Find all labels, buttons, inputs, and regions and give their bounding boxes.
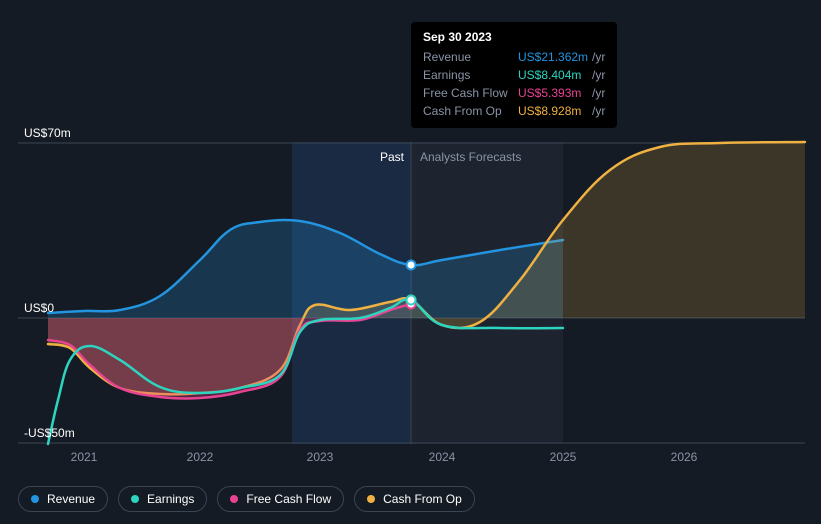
legend-item-revenue[interactable]: Revenue	[18, 486, 108, 512]
tooltip-metric-value: US$21.362m	[518, 48, 588, 66]
legend-swatch	[31, 495, 39, 503]
tooltip-row: Cash From OpUS$8.928m/yr	[423, 102, 605, 120]
tooltip-metric-label: Free Cash Flow	[423, 84, 518, 102]
tooltip-metric-unit: /yr	[592, 102, 605, 120]
legend-item-cash_from_op[interactable]: Cash From Op	[354, 486, 475, 512]
tooltip-metric-label: Cash From Op	[423, 102, 518, 120]
legend-swatch	[367, 495, 375, 503]
x-axis-tick-label: 2021	[71, 450, 98, 464]
y-axis-tick-label: US$0	[24, 301, 54, 315]
x-axis-tick-label: 2022	[187, 450, 214, 464]
tooltip-metric-label: Earnings	[423, 66, 518, 84]
past-section-label: Past	[380, 150, 404, 164]
x-axis-tick-label: 2024	[429, 450, 456, 464]
tooltip-row: Free Cash FlowUS$5.393m/yr	[423, 84, 605, 102]
tooltip-metric-unit: /yr	[592, 48, 605, 66]
y-axis-tick-label: US$70m	[24, 126, 71, 140]
tooltip-metric-value: US$5.393m	[518, 84, 588, 102]
x-axis-tick-label: 2023	[307, 450, 334, 464]
tooltip-metric-label: Revenue	[423, 48, 518, 66]
legend-label: Free Cash Flow	[246, 492, 331, 506]
forecast-section-label: Analysts Forecasts	[420, 150, 521, 164]
y-axis-tick-label: -US$50m	[24, 426, 75, 440]
tooltip-metric-value: US$8.928m	[518, 102, 588, 120]
chart-tooltip: Sep 30 2023 RevenueUS$21.362m/yrEarnings…	[411, 22, 617, 128]
legend-swatch	[230, 495, 238, 503]
legend-label: Earnings	[147, 492, 194, 506]
legend-item-free_cash_flow[interactable]: Free Cash Flow	[217, 486, 344, 512]
tooltip-metric-unit: /yr	[592, 66, 605, 84]
legend-label: Cash From Op	[383, 492, 462, 506]
chart-legend: Revenue Earnings Free Cash Flow Cash From O…	[18, 486, 475, 512]
tooltip-row: RevenueUS$21.362m/yr	[423, 48, 605, 66]
legend-item-earnings[interactable]: Earnings	[118, 486, 207, 512]
x-axis-tick-label: 2025	[550, 450, 577, 464]
x-axis-tick-label: 2026	[671, 450, 698, 464]
legend-label: Revenue	[47, 492, 95, 506]
tooltip-metric-value: US$8.404m	[518, 66, 588, 84]
tooltip-metric-unit: /yr	[592, 84, 605, 102]
tooltip-date: Sep 30 2023	[423, 30, 605, 44]
legend-swatch	[131, 495, 139, 503]
tooltip-row: EarningsUS$8.404m/yr	[423, 66, 605, 84]
